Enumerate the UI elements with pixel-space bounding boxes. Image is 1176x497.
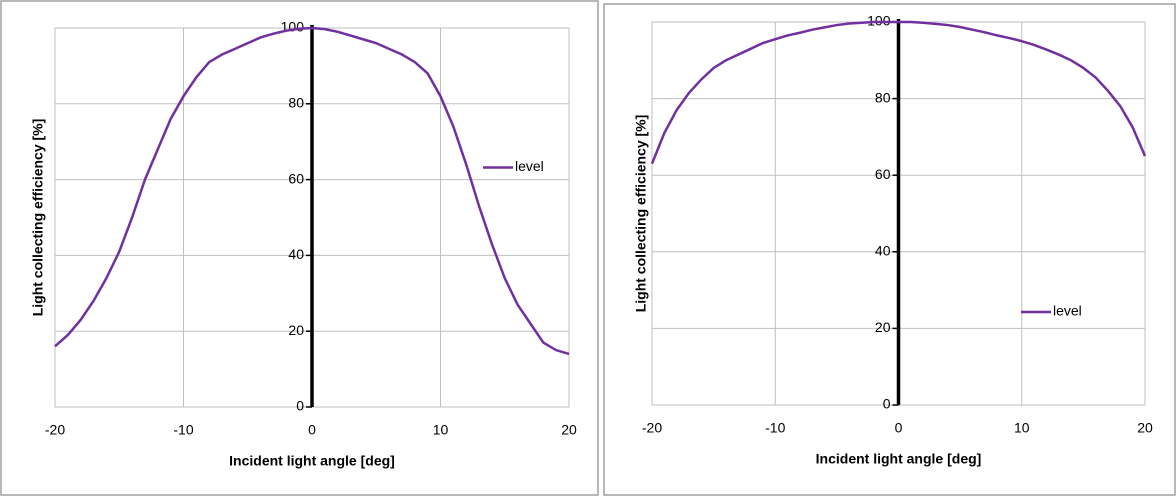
panel-border (603, 3, 1176, 496)
panel-border (0, 0, 599, 496)
y-tick-label: 20 (875, 319, 891, 335)
y-tick-label: 0 (296, 398, 304, 414)
legend-label: level (515, 158, 544, 174)
line-series (650, 20, 1147, 165)
x-tick-label: 10 (1014, 420, 1030, 436)
x-axis-title: Incident light angle [deg] (229, 453, 395, 469)
x-tick-label: 20 (1137, 420, 1153, 436)
y-tick-label: 60 (875, 166, 891, 182)
x-tick-label: 20 (561, 422, 577, 438)
y-tick-label: 20 (288, 322, 304, 338)
y-tick-label: 60 (288, 170, 304, 186)
y-tick-label: 0 (883, 396, 891, 412)
y-tick-label: 40 (875, 243, 891, 259)
y-tick-label: 40 (288, 246, 304, 262)
x-tick-label: -20 (45, 422, 65, 438)
x-tick-label: 10 (433, 422, 449, 438)
x-tick-label: 0 (308, 422, 316, 438)
x-tick-label: -10 (173, 422, 193, 438)
y-axis-title: Light collecting efficiency [%] (30, 119, 46, 317)
x-tick-label: -10 (765, 420, 785, 436)
y-tick-label: 100 (867, 13, 891, 29)
x-tick-label: -20 (642, 420, 662, 436)
legend-label: level (1053, 303, 1082, 319)
x-tick-label: 0 (895, 420, 903, 436)
y-tick-label: 80 (875, 89, 891, 105)
line-series (54, 26, 570, 356)
y-tick-label: 80 (288, 95, 304, 111)
x-axis-title: Incident light angle [deg] (816, 451, 982, 467)
y-axis-title: Light collecting efficiency [%] (633, 115, 649, 313)
